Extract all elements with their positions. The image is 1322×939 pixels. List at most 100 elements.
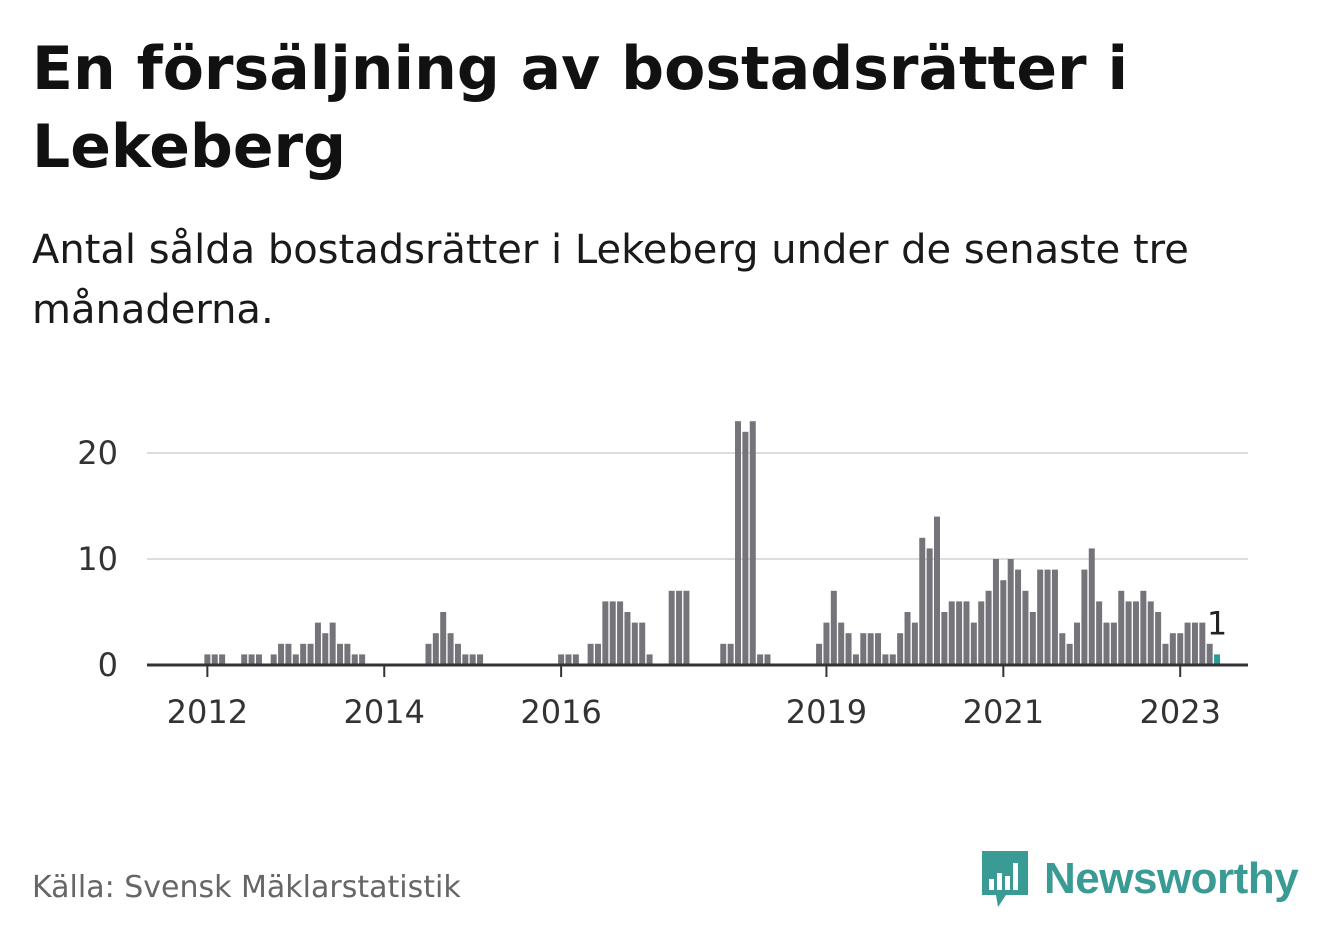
bar	[344, 643, 351, 665]
bar	[300, 643, 307, 665]
bar	[1088, 548, 1095, 665]
bar	[602, 601, 609, 665]
bar	[241, 654, 248, 665]
bar	[970, 622, 977, 665]
bar	[911, 622, 918, 665]
bar	[852, 654, 859, 665]
bar	[351, 654, 358, 665]
bar	[1066, 643, 1073, 665]
bar	[432, 633, 439, 665]
bar	[307, 643, 314, 665]
bar-chart-bubble-icon	[982, 851, 1028, 907]
bar	[469, 654, 476, 665]
bar	[447, 633, 454, 665]
bar	[948, 601, 955, 665]
bar	[1132, 601, 1139, 665]
bar	[823, 622, 830, 665]
bar	[285, 643, 292, 665]
brand-logo: Newsworthy	[980, 848, 1299, 910]
bar	[270, 654, 277, 665]
x-tick-label: 2019	[786, 693, 867, 731]
bar	[248, 654, 255, 665]
bar	[875, 633, 882, 665]
bar	[668, 590, 675, 665]
bar	[889, 654, 896, 665]
bar	[594, 643, 601, 665]
bar	[292, 654, 299, 665]
bar	[329, 622, 336, 665]
bar	[1140, 590, 1147, 665]
bar	[425, 643, 432, 665]
bar	[558, 654, 565, 665]
bar	[624, 612, 631, 665]
bar	[1110, 622, 1117, 665]
bar	[1007, 559, 1014, 665]
bar	[742, 431, 749, 665]
bar	[963, 601, 970, 665]
bar	[683, 590, 690, 665]
bar	[1103, 622, 1110, 665]
bar	[359, 654, 366, 665]
bar	[749, 421, 756, 665]
bar	[985, 590, 992, 665]
bar	[1015, 569, 1022, 665]
bar	[1029, 612, 1036, 665]
bar	[897, 633, 904, 665]
bar	[255, 654, 262, 665]
bar	[204, 654, 211, 665]
bar	[882, 654, 889, 665]
bar	[992, 559, 999, 665]
bar	[322, 633, 329, 665]
highlight-value-label: 1	[1207, 604, 1227, 642]
bar	[978, 601, 985, 665]
bar	[631, 622, 638, 665]
bar	[1081, 569, 1088, 665]
bar	[278, 643, 285, 665]
bar	[337, 643, 344, 665]
x-tick-label: 2014	[344, 693, 425, 731]
bar	[211, 654, 218, 665]
bar	[1074, 622, 1081, 665]
bar	[1177, 633, 1184, 665]
bar	[720, 643, 727, 665]
bar	[757, 654, 764, 665]
bar	[934, 516, 940, 665]
bar	[1022, 590, 1029, 665]
bar	[646, 654, 653, 665]
bar	[1051, 569, 1058, 665]
bar	[1199, 622, 1206, 665]
bar	[462, 654, 469, 665]
chart-subtitle: Antal sålda bostadsrätter i Lekeberg und…	[32, 227, 1189, 333]
bar	[1096, 601, 1103, 665]
bar	[816, 643, 823, 665]
bar	[1155, 612, 1162, 665]
bar	[764, 654, 771, 665]
bar	[639, 622, 646, 665]
brand-name: Newsworthy	[1044, 854, 1299, 903]
bar	[1000, 580, 1007, 665]
bar	[956, 601, 963, 665]
x-tick-label: 2012	[167, 693, 248, 731]
bar	[609, 601, 616, 665]
source-note: Källa: Svensk Mäklarstatistik	[32, 870, 461, 905]
bar	[1118, 590, 1125, 665]
bar	[572, 654, 579, 665]
bar	[838, 622, 845, 665]
y-tick-label: 0	[98, 646, 118, 684]
bar	[1037, 569, 1044, 665]
bar	[676, 590, 683, 665]
chart-title: En försäljning av bostadsrätter i Lekebe…	[32, 34, 1129, 182]
bar	[1162, 643, 1169, 665]
bar	[860, 633, 867, 665]
bar-highlight	[1214, 654, 1221, 665]
y-tick-label: 10	[77, 540, 118, 578]
bar-chart: 0 10 20 2012 2014 2016 2019 2021 2023 1	[77, 421, 1248, 731]
bar	[440, 612, 447, 665]
bar	[565, 654, 572, 665]
bar	[1184, 622, 1191, 665]
bar	[1169, 633, 1176, 665]
bar	[735, 421, 742, 665]
bar	[845, 633, 852, 665]
x-tick-label: 2021	[963, 693, 1044, 731]
bar	[1044, 569, 1051, 665]
